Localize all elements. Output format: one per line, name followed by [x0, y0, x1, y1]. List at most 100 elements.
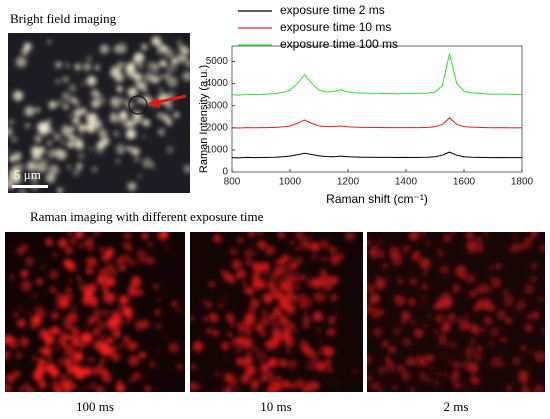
texture-blob [134, 73, 143, 81]
texture-blob [68, 84, 77, 93]
texture-blob [370, 307, 382, 319]
texture-blob [464, 387, 469, 392]
texture-blob [166, 146, 174, 154]
texture-blob [182, 71, 190, 81]
texture-blob [367, 239, 372, 246]
texture-blob [267, 283, 273, 289]
texture-blob [369, 293, 380, 304]
texture-blob [434, 380, 440, 386]
texture-blob [164, 48, 175, 59]
spectrum-chart: 800 1000 1200 1400 1600 1800 0 1000 2000 3000 4000… [198, 3, 534, 206]
texture-blob [306, 360, 317, 371]
texture-blob [18, 306, 22, 311]
texture-blob [126, 145, 133, 152]
texture-blob [488, 265, 495, 271]
y-tick-label: 0 [222, 167, 228, 178]
texture-blob [422, 302, 426, 307]
texture-blob [74, 137, 83, 146]
texture-blob [290, 382, 297, 390]
texture-blob [176, 40, 182, 45]
texture-blob [106, 247, 115, 256]
texture-blob [257, 240, 267, 250]
texture-blob [18, 188, 27, 193]
texture-blob [496, 309, 507, 320]
texture-blob [518, 378, 522, 383]
texture-blob [465, 348, 476, 359]
texture-blob [264, 269, 269, 274]
texture-blob [116, 43, 128, 54]
texture-blob [273, 287, 278, 292]
x-tick-label: 1600 [453, 177, 476, 188]
texture-blob [127, 119, 136, 128]
texture-blob [409, 234, 415, 241]
texture-blob [85, 242, 95, 252]
texture-blob [437, 251, 444, 257]
texture-blob [100, 137, 110, 146]
texture-blob [130, 275, 142, 287]
texture-blob [440, 352, 445, 357]
texture-blob [70, 97, 78, 105]
texture-blob [213, 234, 222, 243]
texture-blob [245, 350, 253, 358]
scale-bar [12, 185, 48, 188]
texture-blob [297, 274, 306, 283]
texture-blob [110, 347, 115, 353]
texture-blob [328, 245, 337, 254]
texture-blob [408, 386, 415, 392]
texture-blob [166, 63, 176, 74]
texture-blob [456, 316, 464, 324]
texture-blob [377, 366, 387, 375]
bright-field-title: Bright field imaging [10, 11, 117, 26]
texture-blob [182, 47, 190, 55]
texture-blob [142, 118, 151, 127]
texture-blob [243, 339, 253, 349]
texture-blob [318, 338, 323, 342]
image-label: 10 ms [260, 399, 291, 414]
texture-blob [315, 292, 327, 303]
texture-blob [409, 277, 419, 286]
texture-blob [330, 294, 338, 302]
texture-blob [94, 144, 105, 155]
texture-blob [98, 364, 104, 370]
raman-title: Raman imaging with different exposure ti… [30, 209, 264, 224]
texture-blob [256, 232, 264, 236]
texture-blob [520, 377, 529, 385]
texture-blob [45, 309, 49, 314]
texture-blob [142, 377, 146, 381]
texture-blob [394, 294, 401, 302]
texture-blob [5, 384, 8, 389]
texture-blob [299, 339, 309, 350]
texture-blob [488, 341, 494, 347]
texture-blob [86, 56, 92, 62]
texture-blob [136, 57, 142, 63]
texture-blob [397, 364, 405, 373]
texture-blob [294, 328, 299, 333]
texture-blob [327, 328, 335, 336]
texture-blob [106, 277, 116, 287]
texture-blob [249, 245, 253, 250]
texture-blob [278, 315, 289, 327]
texture-blob [452, 361, 461, 370]
texture-blob [132, 110, 141, 119]
texture-blob [529, 350, 534, 355]
texture-blob [512, 234, 517, 240]
texture-blob [448, 340, 458, 350]
texture-blob [86, 75, 97, 86]
texture-blob [277, 232, 286, 239]
texture-blob [55, 79, 61, 84]
texture-blob [167, 76, 178, 88]
texture-blob [262, 293, 268, 299]
texture-blob [31, 355, 38, 362]
texture-blob [437, 304, 442, 310]
texture-blob [69, 94, 74, 99]
texture-blob [124, 320, 129, 325]
texture-blob [250, 337, 254, 341]
texture-blob [437, 343, 441, 348]
texture-blob [229, 247, 238, 256]
texture-blob [119, 295, 124, 300]
texture-blob [270, 272, 280, 282]
texture-blob [45, 238, 54, 246]
texture-blob [192, 340, 204, 352]
texture-blob [442, 321, 450, 329]
texture-blob [191, 364, 196, 370]
